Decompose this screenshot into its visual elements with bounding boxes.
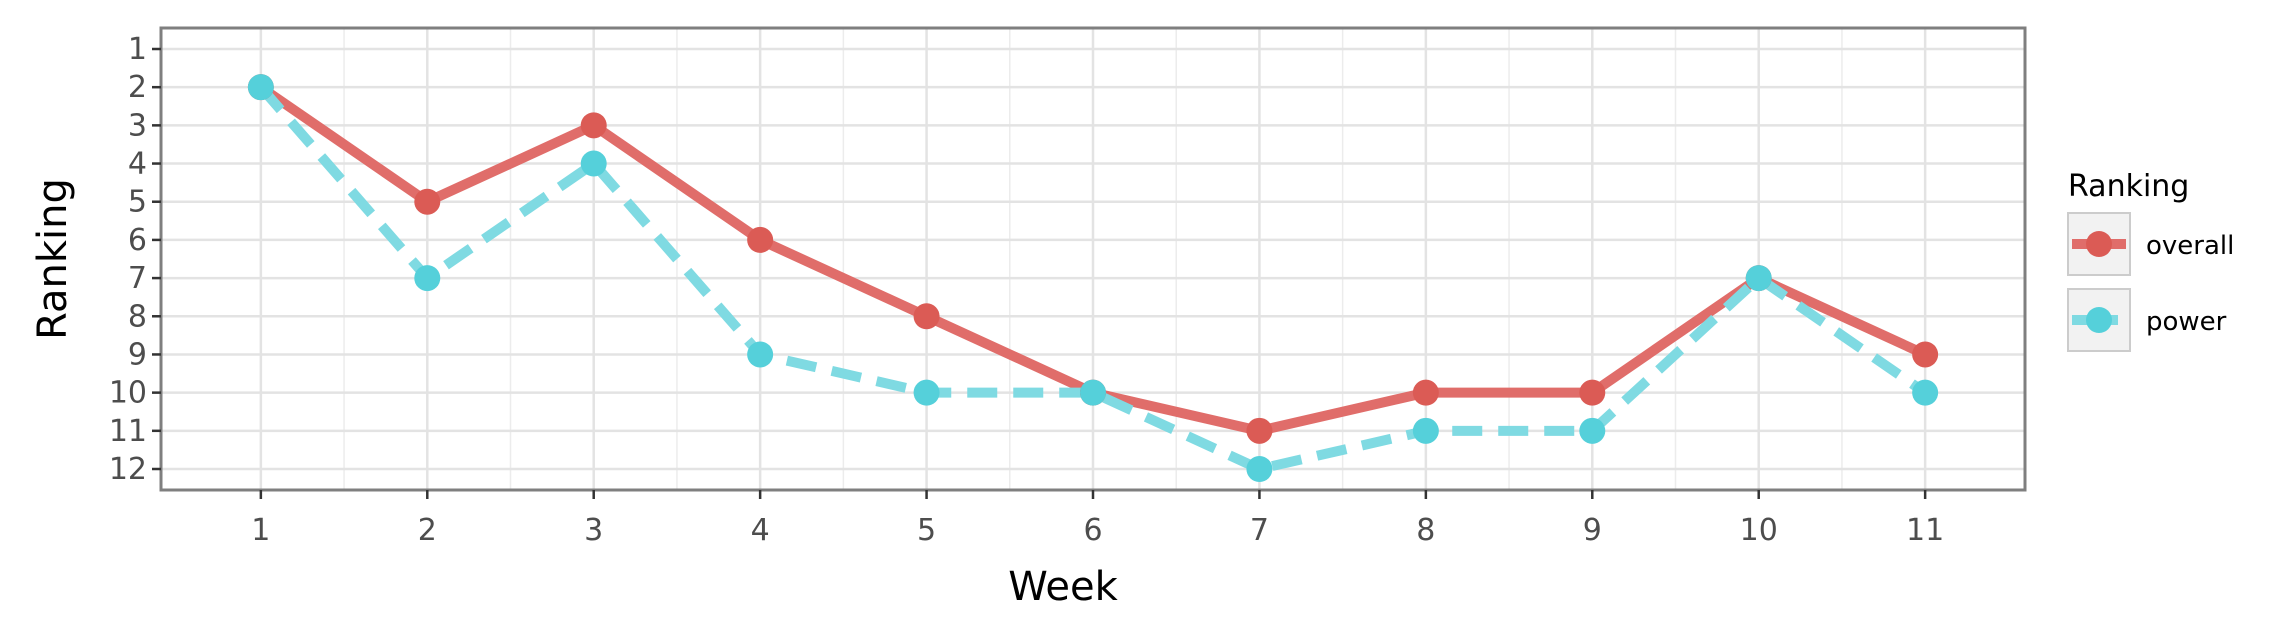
series-line-power [257, 83, 1928, 474]
data-point-power [1579, 417, 1606, 444]
data-point-power [247, 74, 274, 101]
x-tick-label: 2 [418, 513, 437, 548]
legend: Ranking overall power [2067, 169, 2234, 352]
legend-label-overall: overall [2146, 231, 2234, 261]
y-tick-label: 4 [128, 147, 147, 182]
y-axis-title: Ranking [30, 178, 76, 340]
y-tick-label: 11 [109, 414, 147, 449]
y-tick-label: 3 [128, 108, 147, 143]
data-point-overall [1246, 417, 1273, 444]
legend-key-point-overall [2086, 231, 2112, 257]
x-axis-ticks: 1 2 3 4 5 6 7 8 9 10 11 [251, 490, 1944, 548]
y-tick-label: 5 [128, 185, 147, 220]
x-tick-label: 3 [584, 513, 603, 548]
legend-key-point-power [2086, 307, 2112, 333]
data-point-overall [1412, 379, 1439, 406]
legend-title: Ranking [2068, 169, 2189, 204]
y-tick-label: 8 [128, 299, 147, 334]
x-axis-title: Week [1008, 564, 1118, 610]
data-point-overall [913, 303, 940, 330]
x-tick-label: 1 [251, 513, 270, 548]
x-tick-label: 10 [1740, 513, 1778, 548]
data-point-power [580, 150, 607, 177]
x-tick-label: 4 [751, 513, 770, 548]
y-tick-label: 10 [109, 376, 147, 411]
data-point-power [1080, 379, 1106, 406]
x-tick-label: 7 [1250, 513, 1269, 548]
data-point-power [1912, 379, 1939, 406]
data-point-power [1412, 417, 1439, 444]
x-tick-label: 11 [1906, 513, 1944, 548]
legend-label-power: power [2146, 307, 2227, 337]
data-point-overall [747, 226, 774, 253]
data-point-power [414, 265, 441, 292]
data-point-overall [1912, 341, 1939, 368]
y-tick-label: 6 [128, 223, 147, 258]
y-tick-label: 1 [128, 32, 147, 67]
grid-lines [161, 28, 2025, 490]
data-point-power [747, 341, 774, 368]
y-tick-label: 12 [109, 452, 147, 487]
series-layer [247, 74, 1939, 482]
y-tick-label: 2 [128, 70, 147, 105]
data-point-power [1745, 265, 1772, 292]
data-point-overall [414, 188, 441, 215]
x-tick-label: 8 [1416, 513, 1435, 548]
data-point-overall [580, 112, 607, 139]
y-tick-label: 7 [128, 261, 147, 296]
x-tick-label: 5 [917, 513, 936, 548]
x-tick-label: 9 [1583, 513, 1602, 548]
data-point-power [913, 379, 940, 406]
data-point-overall [1579, 379, 1606, 406]
y-tick-label: 9 [128, 337, 147, 372]
x-tick-label: 6 [1083, 513, 1102, 548]
data-point-power [1246, 456, 1273, 482]
